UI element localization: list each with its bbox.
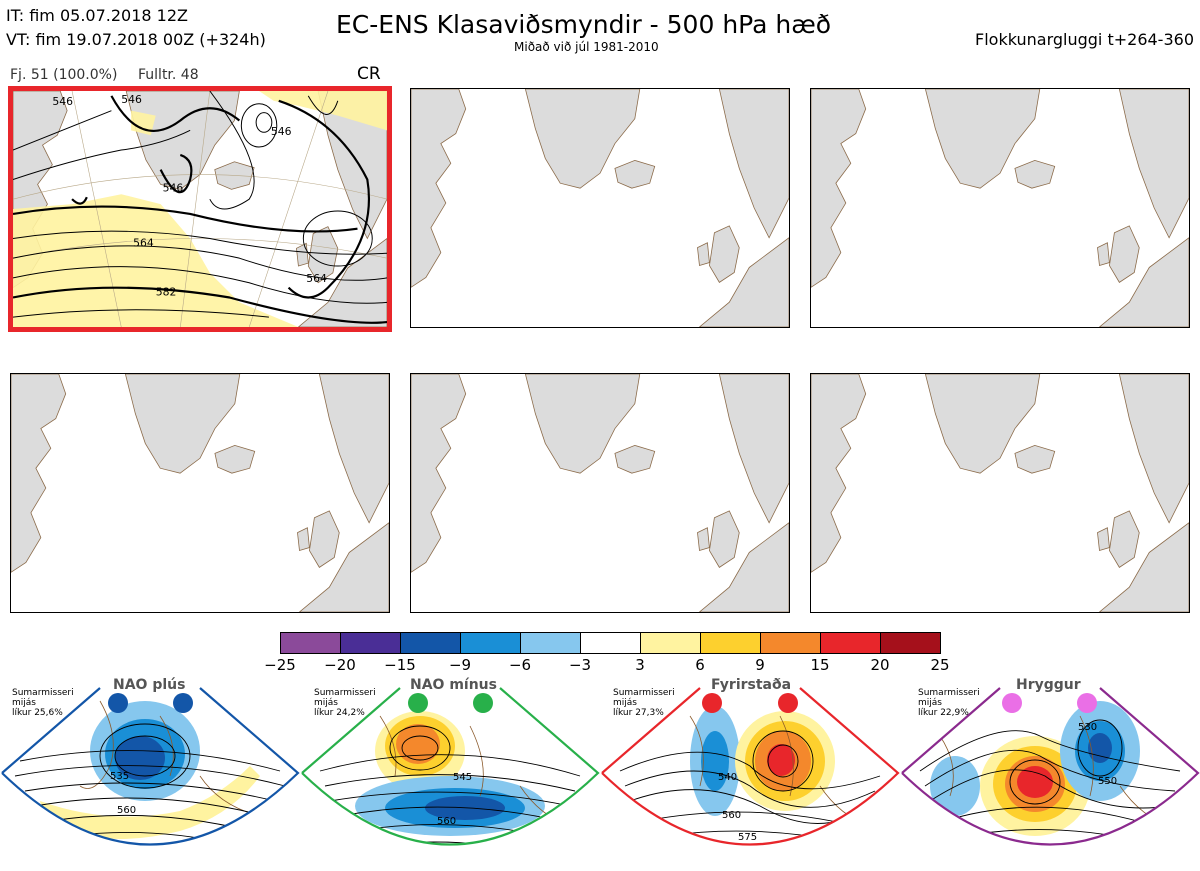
contour-label: 535 — [110, 771, 129, 782]
cluster-map: 546 546 546 546 564 564 582 — [13, 91, 387, 327]
contour-label: 575 — [1092, 838, 1111, 849]
valid-time: VT: fim 19.07.2018 00Z (+324h) — [6, 30, 266, 49]
cluster-panel-empty[interactable] — [410, 88, 790, 328]
cluster-panel-empty[interactable] — [410, 373, 790, 613]
regime-title-nao-minus: NAO mínus — [410, 677, 497, 693]
contour-label: 546 — [52, 95, 73, 108]
colorbar-tick-label: −20 — [324, 656, 356, 674]
contour-label: 564 — [133, 236, 154, 249]
regime-info-nao-plus: Sumarmisseri mijás líkur 25,6% — [12, 688, 74, 718]
colorbar-tick-label: 3 — [635, 656, 645, 674]
cluster-map — [811, 374, 1189, 612]
contour-label: 546 — [121, 93, 142, 106]
colorbar-tick-label: −9 — [448, 656, 472, 674]
colorbar-swatch — [880, 632, 941, 654]
contour-label: 575 — [738, 832, 757, 843]
cluster-panel-empty[interactable] — [810, 373, 1190, 613]
colorbar-swatch — [820, 632, 881, 654]
cluster-map — [411, 374, 789, 612]
colorbar-tick-label: 25 — [930, 656, 950, 674]
regime-maps: 535 560 545 560 575 — [1, 687, 1200, 861]
contour-label: 530 — [1078, 722, 1097, 733]
regime-info-ridge: Sumarmisseri mijás líkur 22,9% — [918, 688, 980, 718]
colorbar-swatch — [400, 632, 461, 654]
page-subtitle: Miðað við júl 1981-2010 — [514, 40, 659, 54]
contour-label: 545 — [453, 772, 472, 783]
contour-label: 560 — [117, 805, 136, 816]
selected-cluster-panel[interactable]: 546 546 546 546 564 564 582 — [8, 86, 392, 332]
regime-title-blocking: Fyrirstaða — [711, 677, 792, 693]
contour-label: 540 — [718, 772, 737, 783]
contour-label: 575 — [447, 850, 466, 861]
regime-title-ridge: Hryggur — [1016, 677, 1081, 693]
colorbar-tick-label: −25 — [264, 656, 296, 674]
colorbar-tick-label: 9 — [755, 656, 765, 674]
colorbar-swatch — [280, 632, 341, 654]
colorbar-tick-label: −6 — [508, 656, 532, 674]
colorbar-swatch — [640, 632, 701, 654]
colorbar-tick-label: 6 — [695, 656, 705, 674]
member-count: Fj. 51 (100.0%) — [10, 67, 118, 83]
colorbar-tick-label: −15 — [384, 656, 416, 674]
regime-info-blocking: Sumarmisseri mijás líkur 27,3% — [613, 688, 675, 718]
contour-label: 550 — [1098, 776, 1117, 787]
contour-label: 546 — [271, 125, 292, 138]
contour-label: 560 — [722, 810, 741, 821]
colorbar-swatch — [340, 632, 401, 654]
colorbar-tick-label: 15 — [810, 656, 830, 674]
colorbar-swatch — [460, 632, 521, 654]
regime-info-nao-minus: Sumarmisseri mijás líkur 24,2% — [314, 688, 376, 718]
colorbar-tick-label: −3 — [568, 656, 592, 674]
colorbar-swatch — [760, 632, 821, 654]
contour-label: 564 — [306, 272, 327, 285]
contour-label: 546 — [163, 181, 184, 194]
page-title: EC-ENS Klasaviðsmyndir - 500 hPa hæð — [336, 10, 832, 39]
cluster-map — [11, 374, 389, 612]
contour-label: 582 — [156, 286, 177, 299]
cluster-panel-empty[interactable] — [810, 88, 1190, 328]
regime-title-nao-plus: NAO plús — [113, 677, 186, 693]
contour-label: 560 — [437, 816, 456, 827]
initial-time: IT: fim 05.07.2018 12Z — [6, 6, 188, 25]
regime-code: CR — [357, 64, 381, 84]
representative-member: Fulltr. 48 — [138, 67, 199, 83]
colorbar-swatch — [580, 632, 641, 654]
cluster-panel-empty[interactable] — [10, 373, 390, 613]
colorbar-tick-label: 20 — [870, 656, 890, 674]
colorbar-swatch — [700, 632, 761, 654]
classification-window: Flokkunargluggi t+264-360 — [975, 30, 1194, 49]
cluster-map — [411, 89, 789, 327]
cluster-map — [811, 89, 1189, 327]
colorbar-swatch — [520, 632, 581, 654]
